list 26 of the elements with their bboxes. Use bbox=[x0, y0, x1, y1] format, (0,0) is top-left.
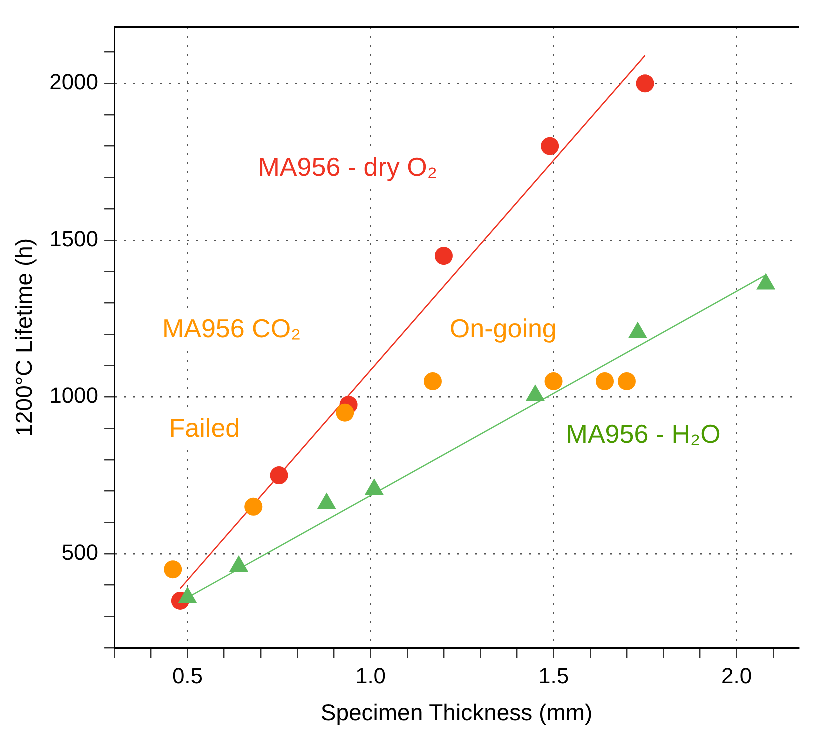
y-tick-label: 1000 bbox=[50, 383, 99, 408]
x-tick-label: 0.5 bbox=[172, 663, 204, 688]
x-axis-title: Specimen Thickness (mm) bbox=[320, 700, 593, 726]
point bbox=[164, 560, 182, 579]
series-label: MA956 - H₂O bbox=[566, 419, 721, 450]
point bbox=[636, 74, 654, 93]
point bbox=[434, 247, 453, 266]
point bbox=[596, 372, 614, 390]
annotation: On-going bbox=[450, 314, 557, 344]
x-tick-label: 2.0 bbox=[721, 663, 752, 688]
y-tick-label: 2000 bbox=[50, 70, 99, 95]
point bbox=[424, 372, 442, 390]
point bbox=[336, 404, 354, 422]
y-tick-label: 1500 bbox=[50, 226, 99, 252]
y-axis-title: 1200°C Lifetime (h) bbox=[11, 238, 38, 437]
point bbox=[244, 498, 263, 516]
text: MA956 - dry O₂ bbox=[258, 152, 438, 182]
point bbox=[270, 466, 288, 485]
point bbox=[544, 372, 563, 390]
point bbox=[541, 137, 560, 156]
annotation: Failed bbox=[169, 412, 240, 443]
y-tick-label: 500 bbox=[62, 540, 99, 565]
x-tick-label: 1.0 bbox=[355, 663, 386, 688]
text: MA956 CO₂ bbox=[162, 314, 302, 344]
point bbox=[618, 372, 636, 390]
x-tick-label: 1.5 bbox=[538, 663, 570, 688]
